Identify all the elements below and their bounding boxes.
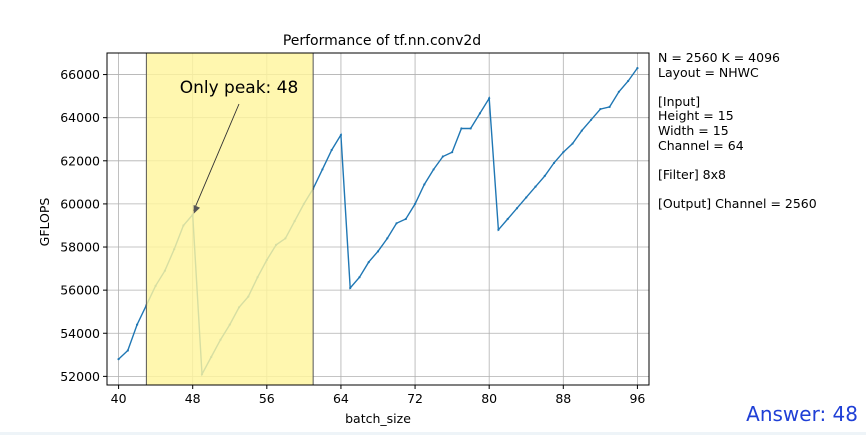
- annotation-arrow: [193, 103, 240, 211]
- data-point: [571, 142, 574, 145]
- data-point: [552, 161, 556, 165]
- y-tick-label: 52000: [60, 369, 100, 384]
- data-point: [451, 151, 454, 154]
- data-point: [321, 168, 324, 171]
- data-point: [432, 168, 435, 171]
- answer-text: Answer: 48: [746, 402, 858, 426]
- data-point: [627, 79, 630, 83]
- data-point: [395, 222, 398, 225]
- x-tick-label: 40: [111, 391, 127, 406]
- x-tick-label: 88: [555, 391, 571, 406]
- info-line: [658, 153, 817, 168]
- data-point: [617, 90, 620, 93]
- data-point: [543, 174, 546, 177]
- data-point: [534, 185, 537, 188]
- data-point: [404, 217, 407, 221]
- data-point: [423, 183, 426, 186]
- x-tick-label: 64: [333, 391, 349, 406]
- data-point: [525, 196, 528, 199]
- bottom-divider: [0, 432, 866, 435]
- y-tick-label: 60000: [60, 196, 100, 211]
- data-point: [599, 107, 602, 111]
- y-tick-label: 64000: [60, 110, 100, 125]
- info-line: [Output] Channel = 2560: [658, 195, 817, 211]
- chart-parameters-text: N = 2560 K = 4096 Layout = NHWC [Input] …: [658, 50, 817, 212]
- data-point: [562, 151, 565, 154]
- y-tick-label: 66000: [60, 67, 100, 82]
- data-point: [608, 105, 611, 108]
- data-point: [376, 250, 380, 253]
- y-tick-label: 62000: [60, 153, 100, 168]
- info-line: Height = 15: [658, 108, 734, 124]
- y-tick-label: 56000: [60, 283, 100, 298]
- x-tick-label: 56: [259, 391, 275, 406]
- x-tick-label: 96: [629, 391, 645, 406]
- info-line: Width = 15: [658, 122, 729, 138]
- chart-title: Performance of tf.nn.conv2d: [283, 33, 481, 49]
- data-point: [136, 323, 139, 326]
- y-tick-label: 54000: [60, 326, 100, 341]
- data-point: [488, 97, 491, 100]
- data-point: [497, 228, 500, 231]
- info-line: N = 2560 K = 4096: [658, 50, 780, 65]
- data-point: [441, 155, 444, 158]
- data-point: [413, 202, 417, 206]
- x-tick-label: 72: [407, 391, 423, 406]
- data-point: [478, 112, 482, 115]
- info-line: [658, 80, 817, 95]
- data-point: [358, 276, 361, 279]
- plot-frame: [106, 52, 650, 386]
- info-line: [658, 182, 817, 197]
- data-point: [349, 286, 352, 290]
- data-point: [460, 127, 463, 130]
- x-axis-label: batch_size: [345, 411, 411, 426]
- data-point: [580, 129, 583, 132]
- y-axis-label: GFLOPS: [37, 198, 52, 247]
- data-point: [589, 118, 593, 121]
- plot-area: Only peak: 48 40 48 56 64 72 80 88 96 52000 54000 5…: [60, 52, 650, 406]
- data-point: [506, 217, 509, 221]
- y-tick-label: 58000: [60, 240, 100, 255]
- highlight-band: [145, 52, 314, 386]
- x-tick-label: 80: [481, 391, 497, 406]
- data-point: [469, 127, 472, 130]
- x-tick-label: 48: [185, 391, 201, 406]
- data-point: [126, 349, 129, 352]
- data-point: [117, 358, 120, 361]
- data-point: [636, 66, 639, 70]
- info-line: Channel = 64: [658, 137, 744, 153]
- info-line: [Filter] 8x8: [658, 166, 726, 182]
- data-point: [515, 207, 519, 210]
- data-point: [339, 133, 343, 137]
- annotation-arrowhead: [193, 204, 201, 214]
- info-line: Layout = NHWC: [658, 64, 759, 80]
- data-point: [367, 261, 370, 264]
- data-point: [386, 237, 389, 240]
- annotation-label: Only peak: 48: [180, 78, 299, 98]
- info-line: [Input]: [658, 93, 701, 109]
- data-point: [330, 148, 333, 152]
